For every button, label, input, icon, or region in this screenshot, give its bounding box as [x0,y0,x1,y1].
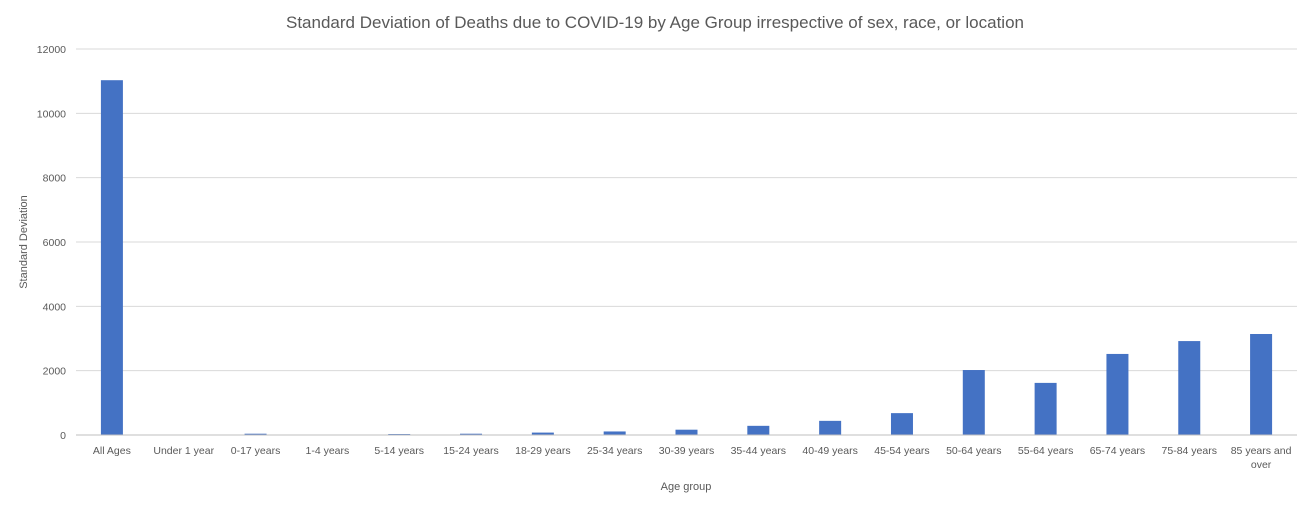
y-tick-label: 6000 [43,237,67,249]
y-tick-label: 12000 [37,44,66,56]
bar-8 [675,429,698,435]
bar-6 [531,432,554,435]
chart-title: Standard Deviation of Deaths due to COVI… [286,13,1024,32]
y-axis-title: Standard Deviation [18,195,30,289]
bar-10 [819,420,842,435]
x-category-label: 85 years and over [1231,445,1292,471]
y-tick-label: 4000 [43,301,67,313]
x-category-label: 0-17 years [231,445,281,457]
x-axis-title: Age group [661,481,712,493]
x-category-label: 45-54 years [874,445,929,457]
x-category-label: 15-24 years [443,445,498,457]
bar-0 [100,80,123,436]
bar-5 [460,433,483,435]
bar-11 [890,413,913,435]
bars [100,80,1273,436]
bar-15 [1178,341,1201,435]
y-tick-label: 10000 [37,108,66,120]
bar-16 [1250,333,1273,435]
x-category-label: 18-29 years [515,445,570,457]
x-category-label: 25-34 years [587,445,642,457]
bar-12 [962,370,985,435]
x-axis-categories: All Ages Under 1 year 0-17 years 1-4 years 5… [93,445,1292,471]
bar-7 [603,431,626,435]
x-category-label: 75-84 years [1162,445,1217,457]
gridlines [76,48,1297,372]
y-tick-label: 0 [60,430,66,442]
y-tick-label: 8000 [43,173,67,185]
x-category-label: 65-74 years [1090,445,1145,457]
x-category-label: All Ages [93,445,131,457]
x-category-label: Under 1 year [153,445,214,457]
bar-14 [1106,353,1129,435]
x-category-label: 50-64 years [946,445,1001,457]
bar-9 [747,425,770,435]
y-tick-label: 2000 [43,366,67,378]
y-axis-ticks: 0 2000 4000 6000 8000 10000 12000 [37,44,66,442]
bar-13 [1034,382,1057,435]
x-category-label: 40-49 years [802,445,857,457]
x-category-label: 5-14 years [374,445,424,457]
x-category-label: 35-44 years [731,445,786,457]
x-category-label: 1-4 years [305,445,349,457]
x-category-label: 55-64 years [1018,445,1073,457]
x-category-label: 30-39 years [659,445,714,457]
bar-2 [244,433,267,435]
